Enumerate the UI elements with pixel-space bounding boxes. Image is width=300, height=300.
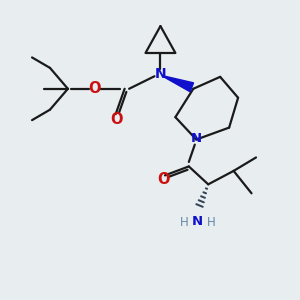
- Text: O: O: [110, 112, 122, 127]
- Text: N: N: [191, 133, 202, 146]
- Text: O: O: [157, 172, 170, 188]
- Text: N: N: [154, 67, 166, 81]
- Text: H: H: [207, 216, 216, 229]
- Text: N: N: [192, 214, 203, 228]
- Polygon shape: [165, 76, 194, 92]
- Text: O: O: [88, 81, 101, 96]
- Text: H: H: [180, 216, 189, 229]
